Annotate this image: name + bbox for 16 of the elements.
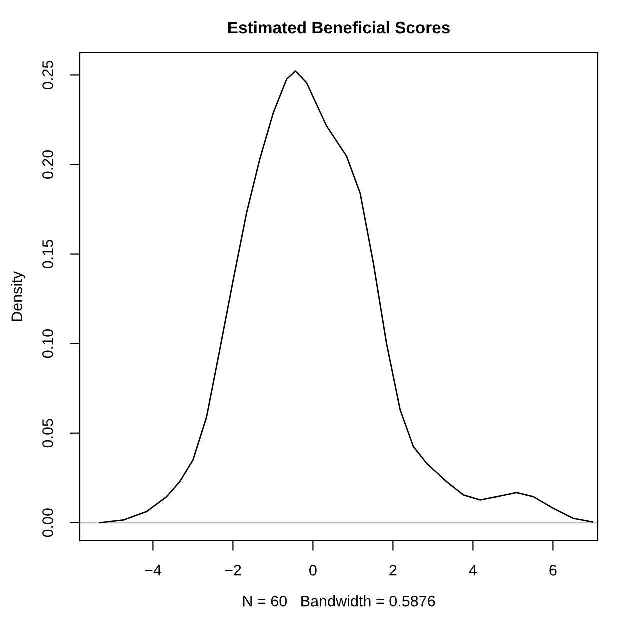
y-tick-label: 0.05 [42,419,54,448]
x-tick-label: −4 [145,565,162,576]
y-tick-label: 0.10 [42,330,54,358]
x-tick-label: 6 [550,565,557,576]
y-tick-label: 0.25 [42,60,54,90]
chart-title: Estimated Beneficial Scores [228,21,450,34]
x-tick-label: 0 [310,565,317,576]
y-axis-title: Density [11,272,26,322]
x-tick-label: 2 [390,565,397,576]
x-axis-title: N = 60 Bandwidth = 0.5876 [243,596,436,607]
line-series [99,70,594,524]
x-tick-label: 4 [469,565,477,576]
y-tick-label: 0.00 [42,508,54,538]
y-tick-label: 0.15 [42,240,54,269]
x-tick-label: −2 [225,565,242,576]
y-tick-label: 0.20 [42,150,54,180]
